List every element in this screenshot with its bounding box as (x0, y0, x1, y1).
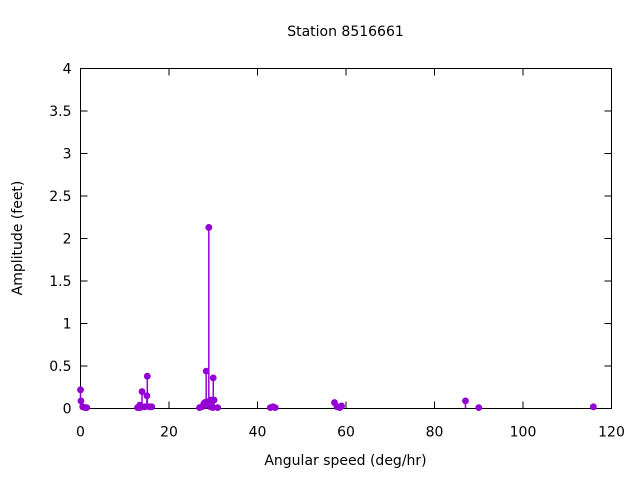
plot-border (80, 68, 612, 409)
y-tick-label: 2 (63, 232, 72, 248)
y-tick-label: 0.5 (49, 359, 71, 375)
x-tick-label: 0 (76, 425, 85, 441)
data-point (143, 372, 151, 380)
data-point (77, 397, 85, 405)
y-tick-label: 2.5 (49, 189, 71, 205)
x-tick-label: 80 (426, 425, 444, 441)
y-tick-label: 1 (63, 317, 72, 333)
y-tick-label: 0 (63, 402, 72, 418)
x-tick-label: 20 (160, 425, 178, 441)
data-point (77, 386, 84, 394)
data-point (271, 404, 279, 412)
data-point (205, 224, 213, 231)
y-tick-label: 1.5 (49, 274, 71, 290)
data-point (138, 388, 146, 395)
data-point (462, 397, 469, 405)
chart-title: Station 8516661 (287, 24, 404, 40)
data-point (210, 396, 218, 404)
x-tick-label: 100 (510, 425, 537, 441)
x-tick-label: 40 (249, 425, 267, 441)
data-point (589, 403, 597, 411)
data-point (338, 402, 345, 410)
data-point (148, 403, 156, 411)
x-tick-label: 60 (337, 425, 355, 441)
data-point (202, 367, 210, 375)
x-tick-label: 120 (598, 425, 625, 441)
data-point (209, 374, 217, 382)
data-point (214, 404, 222, 412)
y-tick-label: 4 (63, 62, 72, 78)
y-tick-label: 3.5 (49, 104, 71, 120)
y-tick-label: 3 (63, 147, 72, 163)
x-axis-label: Angular speed (deg/hr) (264, 453, 427, 469)
data-point (475, 404, 483, 412)
data-point (83, 404, 91, 412)
